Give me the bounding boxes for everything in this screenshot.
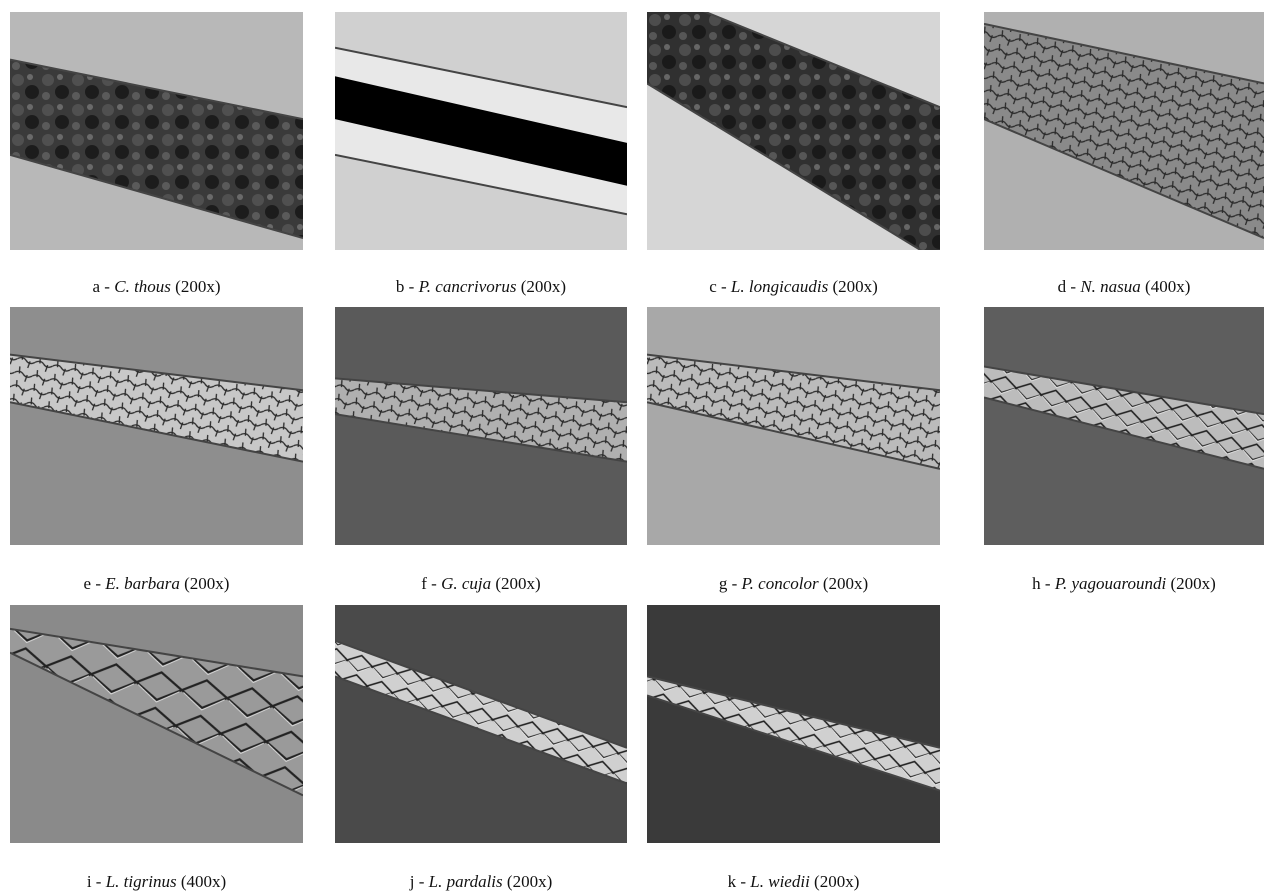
hair-image <box>647 307 940 545</box>
magnification: (200x) <box>184 574 229 593</box>
micrograph <box>647 307 940 545</box>
panel-letter: f - <box>421 574 437 593</box>
species-name: P. cancrivorus <box>419 277 517 296</box>
micrograph <box>984 307 1264 545</box>
micrograph <box>335 605 627 843</box>
page: Hair micrographs {"panels": [ {"prefix":… <box>0 0 1264 891</box>
hair-image <box>335 605 627 843</box>
micrograph <box>647 605 940 843</box>
species-name: N. nasua <box>1080 277 1140 296</box>
caption: f - G. cuja (200x) <box>421 574 540 594</box>
caption: a - C. thous (200x) <box>93 277 221 297</box>
magnification: (200x) <box>814 872 859 891</box>
caption: e - E. barbara (200x) <box>84 574 230 594</box>
micrograph <box>335 307 627 545</box>
micrograph <box>647 12 940 250</box>
magnification: (200x) <box>1171 574 1216 593</box>
hair-image <box>647 605 940 843</box>
hair-image <box>984 12 1264 250</box>
hair-image <box>10 605 303 843</box>
species-name: G. cuja <box>441 574 491 593</box>
caption: j - L. pardalis (200x) <box>410 872 552 892</box>
hair-image <box>647 12 940 250</box>
panel-letter: h - <box>1032 574 1050 593</box>
hair-image <box>10 307 303 545</box>
hair-image <box>335 307 627 545</box>
species-name: E. barbara <box>105 574 180 593</box>
caption: k - L. wiedii (200x) <box>728 872 860 892</box>
caption: g - P. concolor (200x) <box>719 574 868 594</box>
caption: h - P. yagouaroundi (200x) <box>1032 574 1216 594</box>
micrograph <box>10 12 303 250</box>
caption: b - P. cancrivorus (200x) <box>396 277 566 297</box>
species-name: L. tigrinus <box>106 872 177 891</box>
species-name: P. yagouaroundi <box>1055 574 1166 593</box>
caption: c - L. longicaudis (200x) <box>709 277 878 297</box>
micrograph <box>984 12 1264 250</box>
magnification: (200x) <box>507 872 552 891</box>
magnification: (400x) <box>1145 277 1190 296</box>
panel-letter: k - <box>728 872 746 891</box>
micrograph <box>335 12 627 250</box>
species-name: C. thous <box>114 277 171 296</box>
panel-letter: i - <box>87 872 102 891</box>
magnification: (200x) <box>521 277 566 296</box>
panel-letter: b - <box>396 277 414 296</box>
panel-letter: j - <box>410 872 425 891</box>
hair-image <box>10 12 303 250</box>
species-name: L. pardalis <box>429 872 503 891</box>
figure: (() => { const data = JSON.parse(documen… <box>0 0 1264 891</box>
magnification: (200x) <box>832 277 877 296</box>
hair-image <box>335 12 627 250</box>
caption: i - L. tigrinus (400x) <box>87 872 226 892</box>
species-name: P. concolor <box>741 574 818 593</box>
species-name: L. longicaudis <box>731 277 828 296</box>
hair-image <box>984 307 1264 545</box>
micrograph <box>10 307 303 545</box>
panel-letter: c - <box>709 277 726 296</box>
micrograph <box>10 605 303 843</box>
panel-letter: a - <box>93 277 110 296</box>
panel-letter: g - <box>719 574 737 593</box>
magnification: (200x) <box>175 277 220 296</box>
caption: d - N. nasua (400x) <box>1058 277 1191 297</box>
panel-letter: e - <box>84 574 101 593</box>
magnification: (200x) <box>823 574 868 593</box>
species-name: L. wiedii <box>750 872 810 891</box>
magnification: (200x) <box>495 574 540 593</box>
magnification: (400x) <box>181 872 226 891</box>
panel-letter: d - <box>1058 277 1076 296</box>
